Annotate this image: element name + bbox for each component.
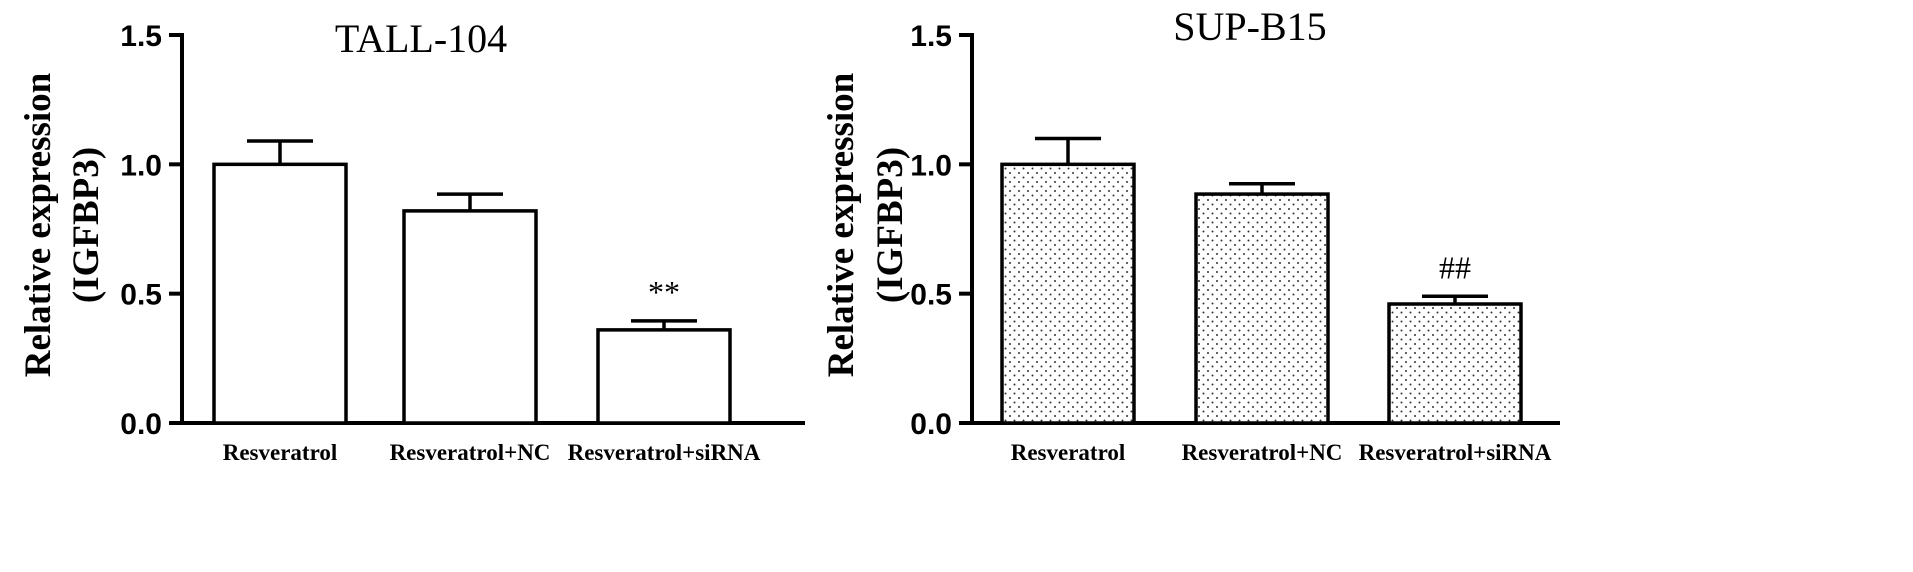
- bar: [402, 209, 538, 425]
- y-tick-label: 0.0: [910, 408, 952, 441]
- x-category-label: Resveratrol+NC: [390, 440, 551, 465]
- significance-marker: **: [648, 274, 680, 310]
- x-category-label: Resveratrol: [223, 440, 338, 465]
- x-category-label: Resveratrol+siRNA: [1359, 440, 1552, 465]
- chart-panel-tall-104: TALL-104 Relative expression (IGFBP3) 0.0 0.…: [18, 16, 805, 465]
- y-tick-label: 0.0: [120, 408, 162, 441]
- chart-title: SUP-B15: [1173, 4, 1326, 49]
- y-tick-label: 1.0: [120, 149, 162, 182]
- bar: [1194, 192, 1330, 425]
- y-tick-label: 0.5: [120, 279, 162, 312]
- bar: [1387, 302, 1523, 425]
- bar: [1000, 162, 1136, 425]
- y-axis-label: Relative expression: [18, 72, 59, 377]
- y-tick-label: 1.5: [120, 20, 162, 53]
- y-tick-label: 0.5: [910, 279, 952, 312]
- significance-marker: ##: [1439, 249, 1471, 285]
- chart-panel-sup-b15: SUP-B15 Relative expression (IGFBP3) 0.0 0.5…: [821, 4, 1560, 465]
- y-axis-label: Relative expression: [821, 72, 862, 377]
- bar: [212, 162, 348, 425]
- x-category-label: Resveratrol+siRNA: [568, 440, 761, 465]
- y-axis-label-unit: (IGFBP3): [66, 147, 107, 303]
- x-category-label: Resveratrol: [1011, 440, 1126, 465]
- y-axis-label-unit: (IGFBP3): [870, 147, 911, 303]
- y-tick-label: 1.0: [910, 149, 952, 182]
- chart-title: TALL-104: [335, 16, 507, 61]
- x-category-label: Resveratrol+NC: [1182, 440, 1343, 465]
- bar: [596, 328, 732, 425]
- y-tick-label: 1.5: [910, 20, 952, 53]
